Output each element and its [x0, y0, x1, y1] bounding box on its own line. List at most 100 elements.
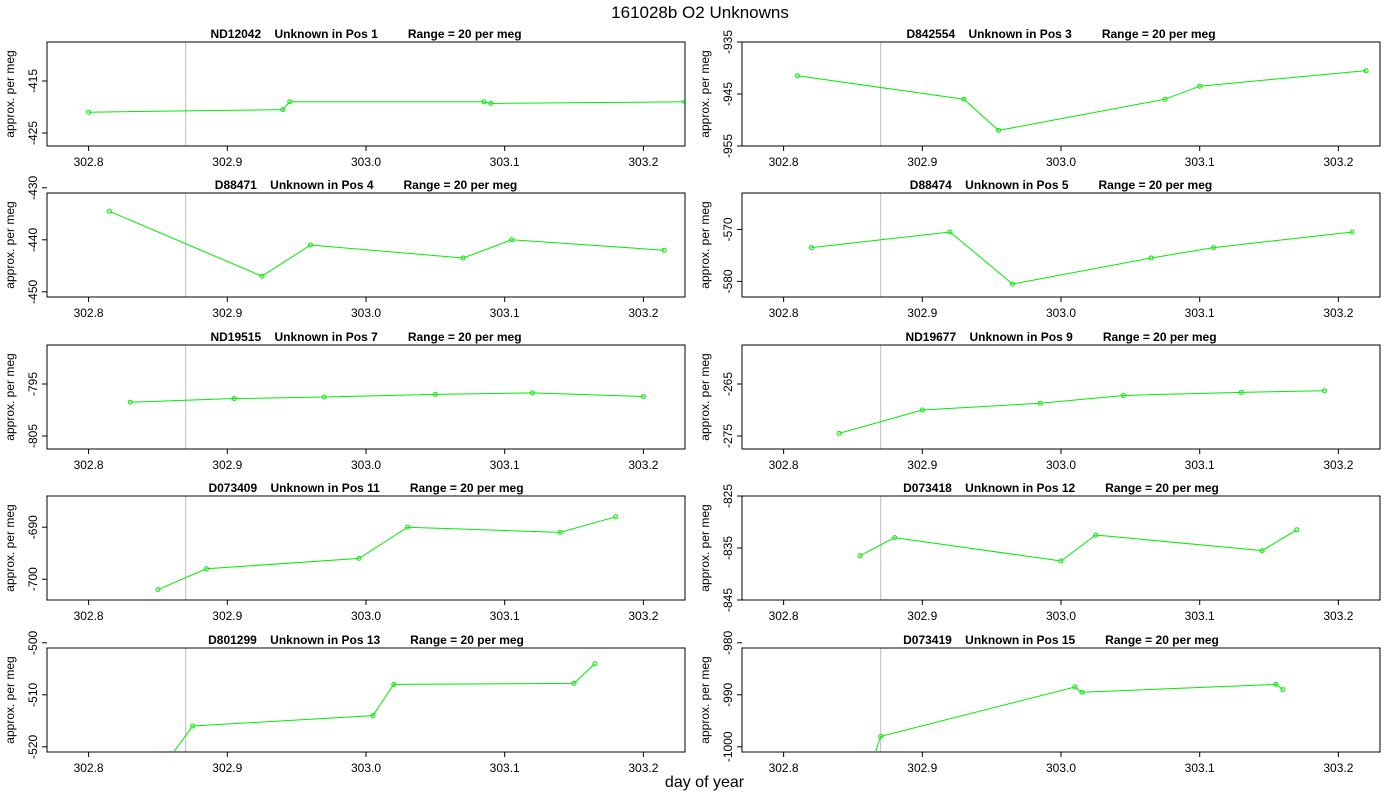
- panel-5: ND19515 Unknown in Pos 7 Range = 20 per …: [3, 330, 686, 472]
- data-point: [996, 127, 1002, 133]
- panel-7: D073409 Unknown in Pos 11 Range = 20 per…: [3, 481, 686, 623]
- panel-9: D801299 Unknown in Pos 13 Range = 20 per…: [3, 630, 686, 775]
- data-point: [86, 109, 92, 115]
- data-point: [1058, 558, 1064, 564]
- data-point: [259, 273, 265, 279]
- y-tick-label: -430: [26, 175, 40, 199]
- panel-title: D88474 Unknown in Pos 5 Range = 20 per m…: [910, 178, 1212, 192]
- y-tick-label: -440: [26, 227, 40, 251]
- x-tick-label: 303.0: [351, 155, 381, 169]
- data-point: [308, 242, 314, 248]
- x-tick-label: 302.8: [74, 155, 104, 169]
- panel-3: D88471 Unknown in Pos 4 Range = 20 per m…: [3, 175, 686, 320]
- data-point: [1120, 392, 1126, 398]
- x-tick-label: 302.8: [769, 761, 799, 775]
- data-point: [481, 99, 487, 105]
- panel-frame: [46, 41, 686, 147]
- data-point: [1238, 389, 1244, 395]
- x-tick-label: 303.1: [1185, 306, 1215, 320]
- panel-1: ND12042 Unknown in Pos 1 Range = 20 per …: [3, 27, 686, 169]
- x-tick-label: 303.1: [1185, 609, 1215, 623]
- x-tick-label: 303.2: [628, 306, 658, 320]
- data-point: [1093, 532, 1099, 538]
- data-point: [190, 723, 196, 729]
- x-tick-label: 303.1: [490, 761, 520, 775]
- series-line: [797, 70, 1367, 131]
- x-tick-label: 303.1: [490, 306, 520, 320]
- x-tick-label: 302.9: [212, 761, 242, 775]
- series-group: [86, 99, 685, 115]
- x-tick-label: 302.9: [907, 609, 937, 623]
- data-point: [460, 255, 466, 261]
- x-tick-label: 303.2: [1323, 306, 1353, 320]
- data-point: [231, 396, 237, 402]
- data-point: [1009, 281, 1015, 287]
- series-group: [872, 681, 1286, 759]
- data-point: [280, 107, 286, 113]
- data-point: [592, 661, 598, 667]
- series-group: [857, 527, 1300, 564]
- x-tick-label: 303.1: [490, 609, 520, 623]
- x-tick-label: 302.8: [74, 761, 104, 775]
- x-tick-label: 303.0: [351, 609, 381, 623]
- x-tick-label: 303.2: [628, 458, 658, 472]
- y-tick-label: -945: [721, 82, 735, 106]
- data-point: [613, 514, 619, 520]
- x-tick-label: 302.9: [907, 306, 937, 320]
- series-group: [173, 661, 598, 752]
- x-tick-label: 303.2: [1323, 155, 1353, 169]
- panel-2: D842554 Unknown in Pos 3 Range = 20 per …: [698, 27, 1381, 169]
- y-tick-label: -520: [26, 734, 40, 758]
- data-point: [878, 733, 884, 739]
- x-tick-label: 302.8: [74, 306, 104, 320]
- y-tick-label: -500: [26, 630, 40, 654]
- panel-title: ND19515 Unknown in Pos 7 Range = 20 per …: [210, 330, 521, 344]
- data-point: [1197, 83, 1203, 89]
- panel-title: D073409 Unknown in Pos 11 Range = 20 per…: [208, 481, 523, 495]
- y-axis-label: approx. per meg: [3, 353, 17, 440]
- y-tick-label: -265: [721, 372, 735, 396]
- data-point: [1294, 527, 1300, 533]
- y-tick-label: -450: [26, 279, 40, 303]
- x-tick-label: 303.2: [628, 155, 658, 169]
- data-point: [287, 99, 293, 105]
- data-point: [872, 755, 876, 759]
- y-tick-label: -275: [721, 424, 735, 448]
- data-point: [808, 245, 814, 251]
- data-point: [356, 555, 362, 561]
- panel-4: D88474 Unknown in Pos 5 Range = 20 per m…: [698, 178, 1381, 320]
- x-tick-label: 302.9: [212, 609, 242, 623]
- data-point: [682, 99, 685, 105]
- data-point: [1072, 684, 1078, 690]
- data-point: [1273, 681, 1279, 687]
- panel-title: D88471 Unknown in Pos 4 Range = 20 per m…: [215, 178, 517, 192]
- panel-title: ND12042 Unknown in Pos 1 Range = 20 per …: [210, 27, 521, 41]
- y-tick-label: -980: [721, 630, 735, 654]
- panel-title: D073418 Unknown in Pos 12 Range = 20 per…: [903, 481, 1219, 495]
- x-tick-label: 303.0: [351, 458, 381, 472]
- data-point: [1079, 689, 1085, 695]
- y-axis-label: approx. per meg: [698, 504, 712, 591]
- panel-frame: [741, 495, 1381, 601]
- panel-frame: [741, 344, 1381, 450]
- x-tick-label: 302.8: [74, 609, 104, 623]
- panel-title: ND19677 Unknown in Pos 9 Range = 20 per …: [905, 330, 1216, 344]
- data-point: [1363, 68, 1369, 74]
- x-tick-label: 303.2: [1323, 458, 1353, 472]
- x-axis-label: day of year: [664, 774, 745, 791]
- panel-title: D801299 Unknown in Pos 13 Range = 20 per…: [208, 633, 524, 647]
- panel-frame: [46, 647, 686, 753]
- y-tick-label: -580: [721, 269, 735, 293]
- x-tick-label: 303.2: [628, 761, 658, 775]
- data-point: [1162, 96, 1168, 102]
- x-tick-label: 303.1: [1185, 761, 1215, 775]
- x-tick-label: 302.8: [769, 609, 799, 623]
- x-tick-label: 302.9: [907, 761, 937, 775]
- x-tick-label: 302.8: [769, 458, 799, 472]
- data-point: [127, 399, 133, 405]
- x-tick-label: 303.2: [628, 609, 658, 623]
- data-point: [106, 208, 112, 214]
- y-axis-label: approx. per meg: [698, 201, 712, 288]
- y-tick-label: -935: [721, 30, 735, 54]
